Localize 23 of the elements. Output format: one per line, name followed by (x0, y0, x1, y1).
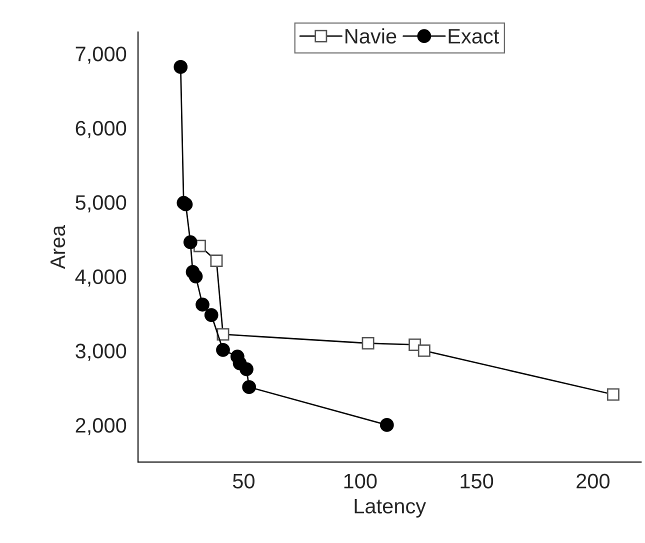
x-tick-label: 100 (344, 474, 377, 489)
y-tick-label: 3,000 (76, 344, 126, 361)
point (216, 342, 230, 357)
x-axis-title: Latency (354, 498, 426, 518)
point (183, 235, 198, 250)
y-tick-label: 7,000 (76, 46, 126, 64)
y-axis-title: Area (50, 225, 66, 270)
point (204, 308, 218, 322)
y-tick-label: 5,000 (76, 195, 126, 212)
y-tick-label: 6,000 (76, 120, 126, 138)
point (240, 362, 254, 376)
point (174, 60, 188, 74)
point (188, 269, 203, 284)
point (242, 380, 256, 394)
x-tick-label: 150 (460, 474, 494, 489)
y-tick-label: 2,000 (76, 418, 126, 436)
x-tick-label: 200 (576, 474, 610, 489)
point (380, 418, 394, 432)
legend-label: Exact (448, 29, 500, 44)
y-tick-label: 4,000 (75, 269, 126, 287)
x-tick-label: 50 (232, 474, 254, 489)
legend-label: Navie (346, 28, 396, 44)
point (196, 298, 210, 312)
